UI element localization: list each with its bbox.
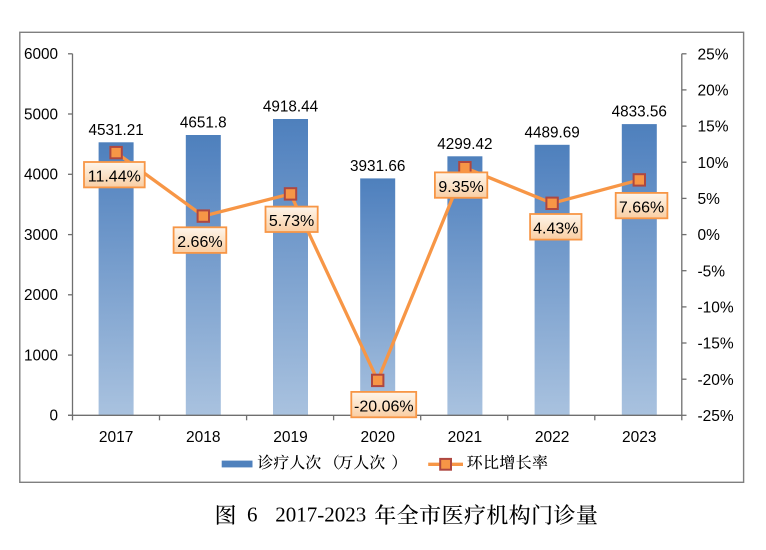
svg-text:0: 0 xyxy=(49,408,58,425)
svg-text:2019: 2019 xyxy=(273,429,307,446)
svg-text:3000: 3000 xyxy=(24,227,58,244)
svg-text:2017-2023: 2017-2023 xyxy=(275,502,366,526)
svg-text:2021: 2021 xyxy=(448,429,482,446)
svg-text:2018: 2018 xyxy=(186,429,220,446)
svg-text:4299.42: 4299.42 xyxy=(437,136,492,153)
svg-text:-15%: -15% xyxy=(698,336,734,353)
svg-text:20%: 20% xyxy=(698,83,729,100)
svg-text:4000: 4000 xyxy=(24,167,58,184)
svg-text:2020: 2020 xyxy=(360,429,395,446)
svg-text:7.66%: 7.66% xyxy=(619,200,664,217)
svg-text:-20%: -20% xyxy=(698,372,734,389)
svg-text:6: 6 xyxy=(247,502,258,526)
svg-text:2.66%: 2.66% xyxy=(177,234,222,251)
svg-text:2022: 2022 xyxy=(535,429,569,446)
svg-text:5%: 5% xyxy=(698,191,721,208)
svg-text:15%: 15% xyxy=(698,119,729,136)
svg-text:5000: 5000 xyxy=(24,107,58,124)
svg-text:2000: 2000 xyxy=(24,287,58,304)
svg-text:4531.21: 4531.21 xyxy=(88,122,143,139)
svg-text:4833.56: 4833.56 xyxy=(612,104,667,121)
svg-text:25%: 25% xyxy=(698,46,729,63)
svg-text:11.44%: 11.44% xyxy=(88,169,141,186)
svg-text:4.43%: 4.43% xyxy=(533,221,578,238)
svg-text:3931.66: 3931.66 xyxy=(350,158,405,175)
svg-text:9.35%: 9.35% xyxy=(438,179,483,196)
svg-text:4489.69: 4489.69 xyxy=(524,124,579,141)
svg-text:0%: 0% xyxy=(698,227,721,244)
svg-text:2017: 2017 xyxy=(99,429,133,446)
svg-text:2023: 2023 xyxy=(622,429,656,446)
svg-text:5.73%: 5.73% xyxy=(269,213,314,230)
svg-text:10%: 10% xyxy=(698,155,729,172)
svg-text:-10%: -10% xyxy=(698,300,734,317)
svg-text:-5%: -5% xyxy=(698,263,726,280)
svg-text:-25%: -25% xyxy=(698,408,734,425)
svg-text:-20.06%: -20.06% xyxy=(354,399,414,416)
svg-text:4918.44: 4918.44 xyxy=(263,99,319,116)
svg-text:1000: 1000 xyxy=(24,347,58,364)
svg-text:6000: 6000 xyxy=(24,46,58,63)
svg-text:4651.8: 4651.8 xyxy=(180,115,227,132)
